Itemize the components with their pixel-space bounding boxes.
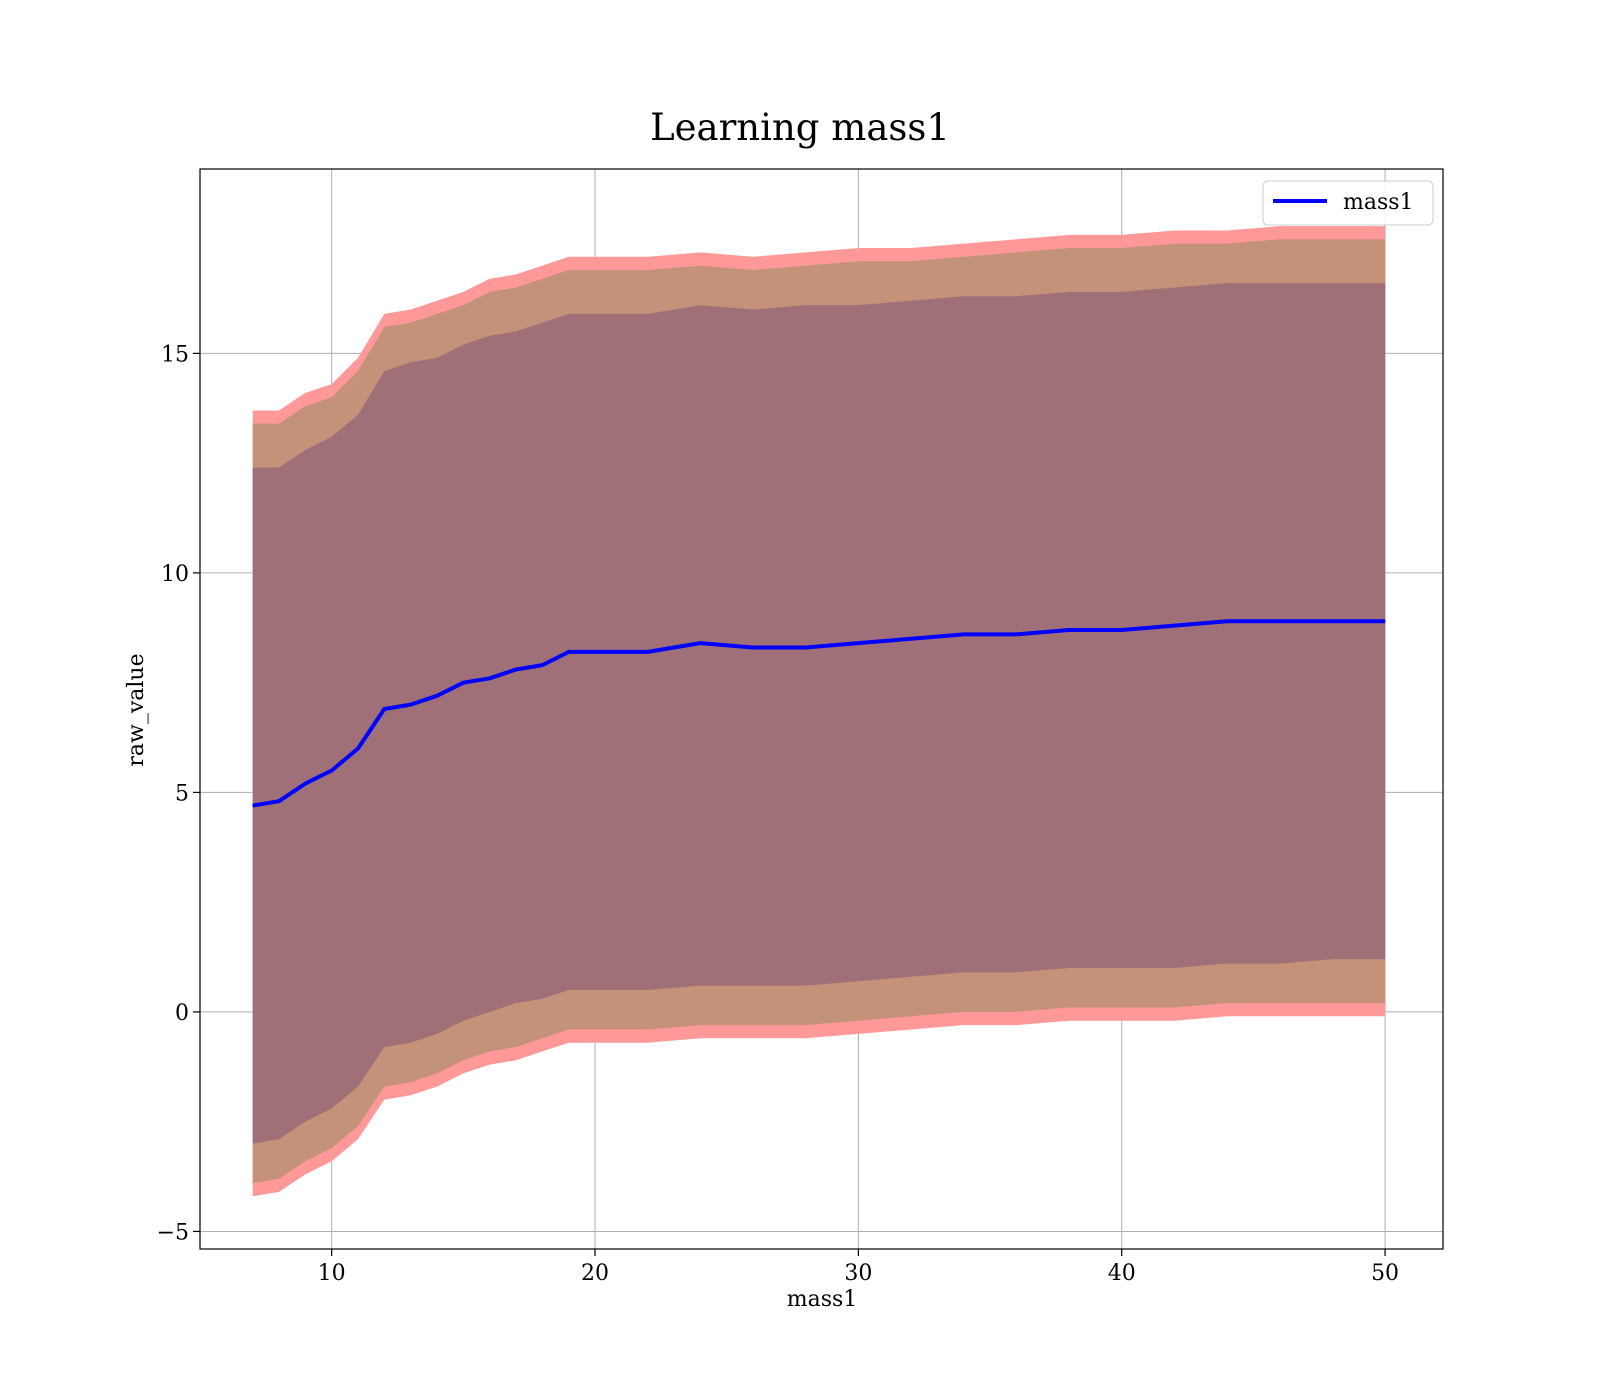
data-point: [805, 647, 807, 649]
inner-band-area: [252, 283, 1386, 1144]
axes-frame: [199, 168, 1444, 1250]
data-point: [568, 651, 570, 653]
y-tick-label: 10: [161, 562, 189, 587]
data-point: [278, 800, 280, 802]
data-point: [1331, 620, 1333, 622]
x-tick-label: 40: [1108, 1261, 1136, 1286]
data-point: [357, 748, 359, 750]
data-point: [647, 651, 649, 653]
y-tick-label: 5: [175, 781, 189, 806]
x-tick-label: 50: [1371, 1261, 1399, 1286]
data-point: [1226, 620, 1228, 622]
data-point: [910, 638, 912, 640]
data-point: [252, 805, 254, 807]
legend-label-mass1: mass1: [1343, 190, 1414, 215]
y-tick-label: −5: [157, 1220, 189, 1245]
data-point: [515, 668, 517, 670]
data-point: [699, 642, 701, 644]
data-point: [1384, 620, 1386, 622]
data-point: [304, 783, 306, 785]
data-point: [1173, 625, 1175, 627]
x-axis-label: mass1: [787, 1287, 858, 1312]
y-tick-label: 15: [161, 342, 189, 367]
chart-title: Learning mass1: [650, 106, 950, 149]
data-point: [489, 677, 491, 679]
data-point: [1121, 629, 1123, 631]
legend: mass1: [1262, 180, 1434, 226]
data-point: [594, 651, 596, 653]
data-point: [1279, 620, 1281, 622]
x-tick-label: 10: [318, 1261, 346, 1286]
y-tick-label: 0: [175, 1001, 189, 1026]
data-point: [1015, 633, 1017, 635]
data-point: [410, 704, 412, 706]
data-point: [331, 769, 333, 771]
data-point: [383, 708, 385, 710]
data-point: [436, 695, 438, 697]
data-point: [857, 642, 859, 644]
legend-box: [1262, 180, 1434, 226]
x-tick-label: 20: [581, 1261, 609, 1286]
data-point: [1068, 629, 1070, 631]
data-point: [752, 647, 754, 649]
data-point: [462, 682, 464, 684]
data-point: [541, 664, 543, 666]
x-tick-label: 30: [844, 1261, 872, 1286]
plot-area: 10 20 30 40 50 −5 0 5 10 15: [157, 168, 1444, 1286]
y-axis-label: raw_value: [124, 653, 149, 766]
data-point: [963, 633, 965, 635]
